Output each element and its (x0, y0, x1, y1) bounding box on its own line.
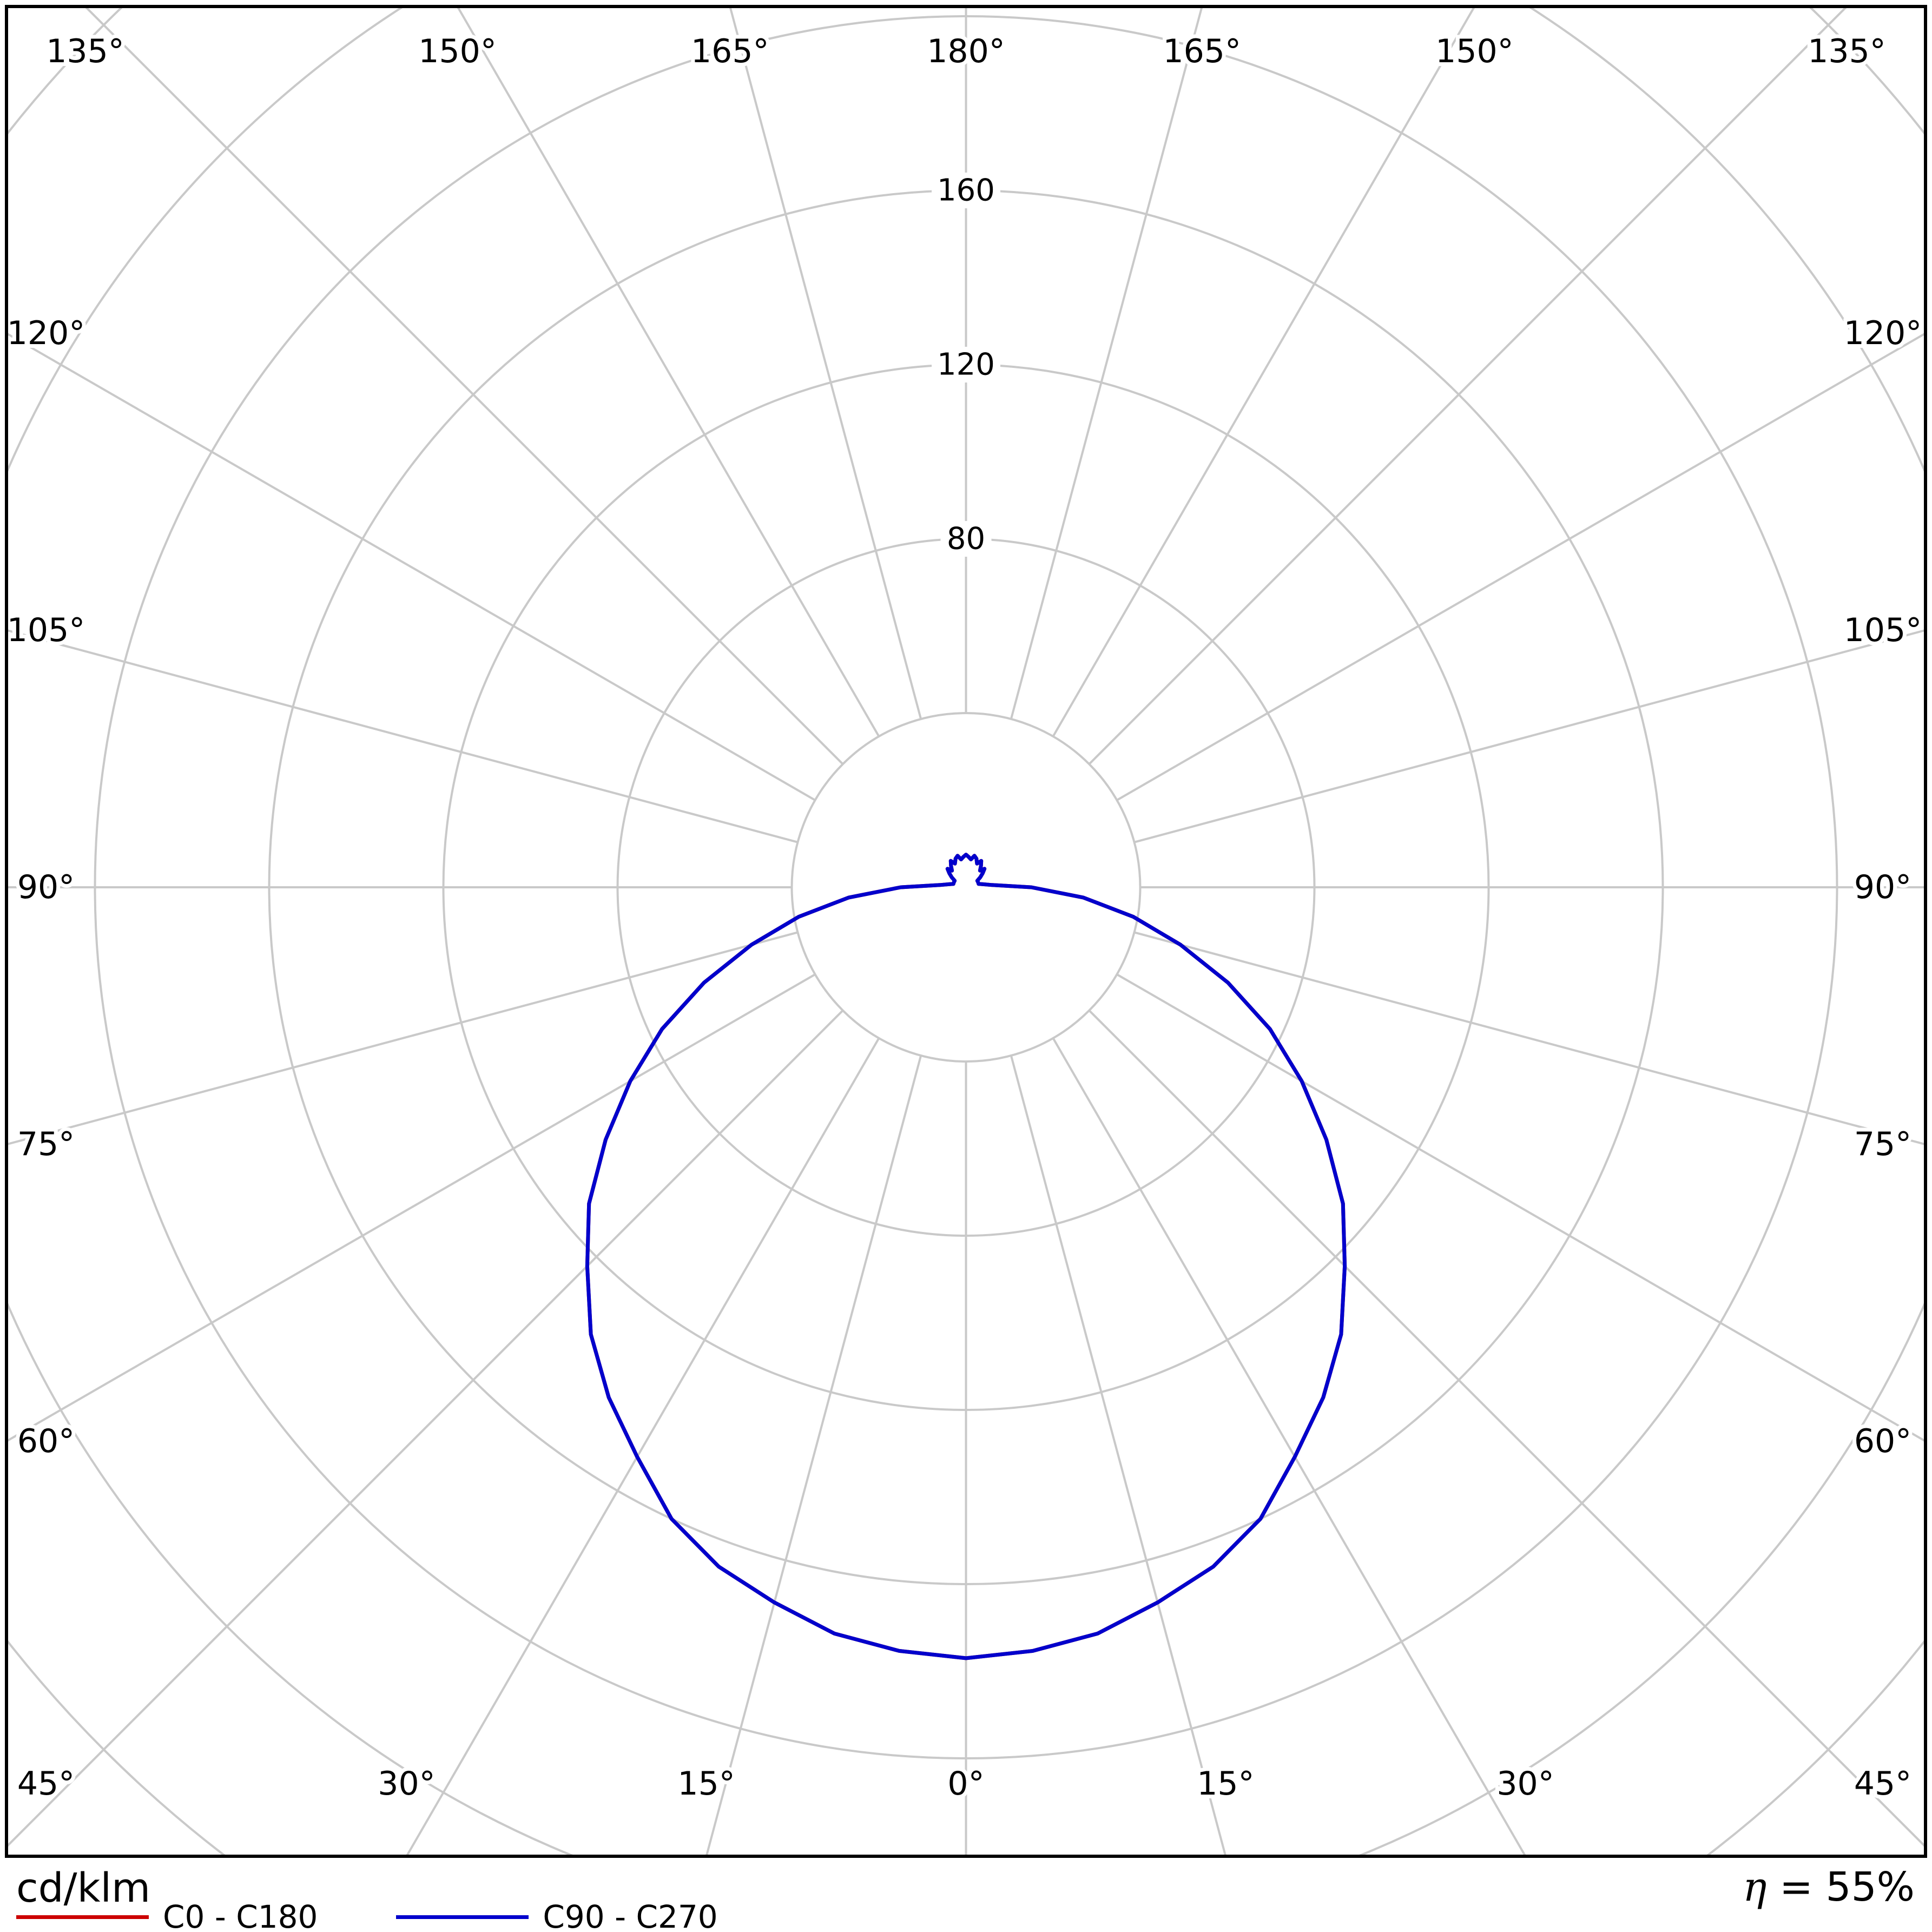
grid-ray-165 (1010, 8, 1203, 720)
radius-label-bg-120 (932, 347, 1000, 383)
angle-label-90-right: 90° (1854, 868, 1911, 906)
unit-label: cd/klm (16, 1865, 151, 1911)
angle-label-15-left: 15° (677, 1765, 735, 1803)
grid-ray-225 (85, 8, 844, 765)
legend-swatch (396, 1915, 529, 1919)
grid-ray-75 (1134, 931, 1924, 1145)
grid-circle-40 (790, 712, 1142, 1063)
legend-item-c90-c270: C90 - C270 (396, 1898, 718, 1932)
radius-label-bg-80 (940, 521, 992, 557)
eta-symbol: η (1743, 1864, 1767, 1910)
angle-label-135-left: 135° (46, 32, 124, 70)
grid-ray-300 (8, 973, 816, 1442)
grid-ray-255 (8, 629, 798, 843)
radius-label-80: 80 (947, 522, 985, 557)
legend-label-c0-c180: C0 - C180 (163, 1898, 318, 1932)
grid-ray-60 (1116, 973, 1924, 1442)
polar-plot: 80 120 160 0° 15° 15° 30° 30° 45° 45° 60° 60° 75° 75°… (3, 5, 1927, 1858)
curve-c90-c270 (585, 853, 1347, 1660)
angle-label-60-right: 60° (1854, 1422, 1911, 1460)
radius-label-bg-160 (932, 173, 1000, 208)
grid-ray-135 (1088, 8, 1847, 765)
angle-label-150-left: 150° (418, 32, 497, 70)
efficiency-value: = 55% (1766, 1864, 1915, 1910)
series-layer (585, 853, 1347, 1660)
polar-grid (8, 8, 1924, 1855)
angle-label-165-right: 165° (1163, 32, 1241, 70)
grid-ray-45 (1088, 1010, 1924, 1847)
legend-label-c90-c270: C90 - C270 (543, 1898, 718, 1932)
plot-border (5, 5, 1927, 1858)
angle-label-75-right: 75° (1854, 1125, 1911, 1163)
angle-label-165-left: 165° (691, 32, 769, 70)
angle-label-120-left: 120° (7, 314, 85, 352)
angle-label-90-left: 90° (17, 868, 75, 906)
legend: C0 - C180 C90 - C270 (16, 1898, 718, 1932)
angle-label-105-right: 105° (1844, 611, 1922, 649)
angle-label-105-left: 105° (7, 611, 85, 649)
grid-ray-240 (8, 333, 816, 801)
angle-label-30-right: 30° (1496, 1765, 1554, 1803)
radius-label-120: 120 (937, 347, 995, 383)
grid-ray-30 (1052, 1037, 1526, 1855)
angle-label-150-right: 150° (1435, 32, 1514, 70)
angle-label-60-left: 60° (17, 1422, 75, 1460)
angle-label-30-left: 30° (378, 1765, 435, 1803)
angle-label-120-right: 120° (1844, 314, 1922, 352)
grid-ray-120 (1116, 333, 1924, 801)
radius-label-160: 160 (937, 173, 995, 208)
legend-item-c0-c180: C0 - C180 (16, 1898, 318, 1932)
angle-label-0: 0° (947, 1765, 984, 1803)
efficiency-label: η = 55% (1743, 1865, 1915, 1909)
grid-ray-330 (406, 1037, 880, 1855)
grid-ray-15 (1010, 1055, 1227, 1855)
grid-ray-195 (729, 8, 922, 720)
angle-label-45-left: 45° (17, 1765, 75, 1803)
angle-label-75-left: 75° (17, 1125, 75, 1163)
grid-ray-315 (8, 1010, 844, 1847)
label-layer: 80 120 160 0° 15° 15° 30° 30° 45° 45° 60° 60° 75° 75°… (3, 29, 1926, 1806)
grid-ray-105 (1134, 629, 1924, 843)
grid-ray-345 (705, 1055, 922, 1855)
angle-label-15-right: 15° (1197, 1765, 1254, 1803)
angle-label-180: 180° (927, 32, 1005, 70)
angle-label-135-right: 135° (1808, 32, 1886, 70)
legend-swatch (16, 1915, 149, 1919)
angle-label-45-right: 45° (1854, 1765, 1911, 1803)
grid-ray-285 (8, 931, 798, 1145)
grid-ray-210 (457, 8, 880, 737)
grid-ray-150 (1052, 8, 1475, 737)
